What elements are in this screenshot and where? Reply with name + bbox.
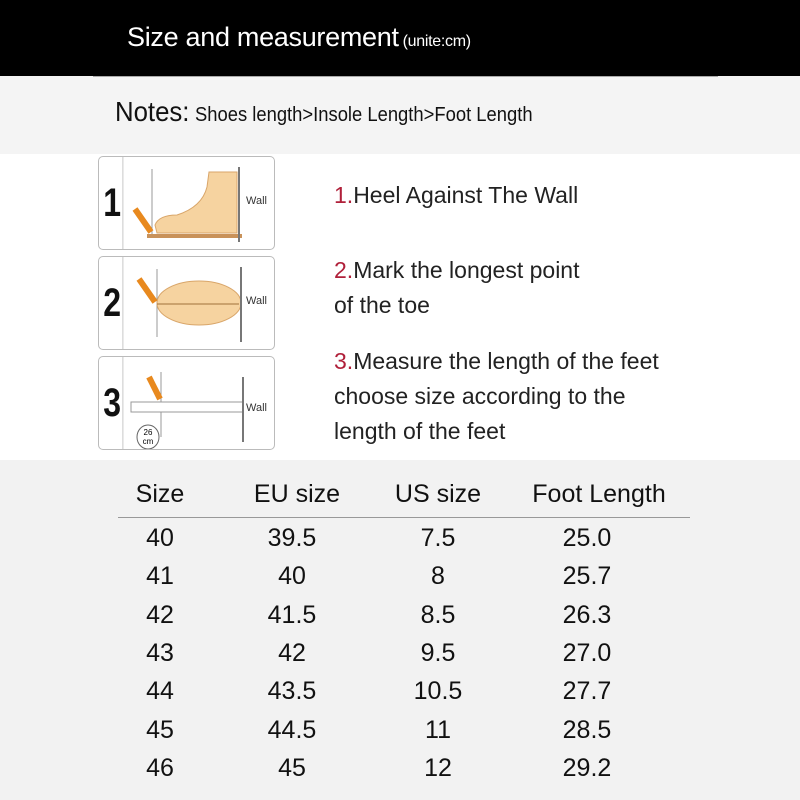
table-cell: 27.7 — [562, 677, 612, 706]
table-cell: 45 — [146, 715, 174, 744]
table-cell: 7.5 — [420, 524, 456, 552]
table-cell: 39.5 — [267, 524, 317, 552]
table-cell: 8.5 — [420, 600, 456, 629]
table-cell: 8 — [431, 562, 445, 591]
step-text-line: of the toe — [334, 292, 430, 318]
ruler-measure-label: 26 — [144, 428, 153, 437]
table-cell: 25.7 — [562, 562, 612, 591]
table-cell: 43 — [146, 638, 174, 667]
unit-label: (unite:cm) — [402, 33, 471, 50]
wall-label: Wall — [246, 402, 267, 414]
column-header: Size — [135, 480, 185, 508]
table-cell: 42 — [278, 638, 306, 667]
table-cell: 40 — [278, 562, 306, 591]
step-2-illustration: 2 Wall — [98, 256, 275, 350]
step-3-illustration: 3 26 cm Wall — [98, 356, 275, 450]
svg-text:cm: cm — [143, 437, 154, 446]
step-number: 3 — [102, 357, 124, 449]
table-cell: 12 — [424, 753, 452, 782]
table-cell: 28.5 — [562, 715, 612, 744]
step-1-illustration: 1 Wall — [98, 156, 275, 250]
step-number: 2 — [102, 257, 124, 349]
divider — [93, 76, 718, 77]
table-cell: 10.5 — [413, 677, 463, 706]
measurement-steps: 1 Wall 2 Wall 3 26 cm — [0, 154, 800, 460]
table-cell: 43.5 — [267, 677, 317, 706]
wall-label: Wall — [246, 195, 267, 207]
table-cell: 42 — [146, 600, 174, 629]
table-cell: 9.5 — [420, 638, 456, 667]
table-cell: 40 — [146, 524, 174, 552]
step-2-text: 2.Mark the longest point of the toe — [334, 253, 579, 323]
table-cell: 46 — [146, 753, 174, 782]
table-cell: 27.0 — [562, 638, 612, 667]
notes-label: Notes: — [115, 96, 190, 127]
table-cell: 25.0 — [562, 524, 612, 552]
table-cell: 45 — [278, 753, 306, 782]
notes-band — [0, 76, 800, 154]
step-text-line: choose size according to the — [334, 383, 626, 409]
step-3-text: 3.Measure the length of the feet choose s… — [334, 344, 659, 449]
table-cell: 26.3 — [562, 600, 612, 629]
header-banner: Size and measurement (unite:cm) — [0, 0, 800, 76]
table-cell: 44 — [146, 677, 174, 706]
page-title: Size and measurement (unite:cm) — [127, 22, 471, 53]
title-text: Size and measurement — [127, 22, 399, 52]
column-header: EU size — [253, 480, 341, 508]
step-number: 1 — [102, 157, 124, 249]
table-cell: 41.5 — [267, 600, 317, 629]
column-header: Foot Length — [532, 480, 666, 508]
notes: Notes: Shoes length>Insole Length>Foot Le… — [115, 96, 533, 128]
table-cell: 11 — [425, 715, 451, 744]
step-1-text: 1.Heel Against The Wall — [334, 182, 579, 208]
wall-label: Wall — [246, 295, 267, 307]
column-header: US size — [394, 480, 482, 508]
header-divider — [118, 517, 690, 518]
foot-top-icon — [136, 267, 242, 342]
notes-text: Shoes length>Insole Length>Foot Length — [194, 104, 533, 126]
table-cell: 44.5 — [267, 715, 317, 744]
foot-side-icon — [132, 167, 242, 242]
step-text-line: Heel Against The Wall — [353, 182, 579, 208]
table-cell: 29.2 — [562, 753, 612, 782]
ruler-icon: 26 cm — [130, 372, 244, 449]
step-text-line: length of the feet — [334, 418, 506, 444]
table-cell: 41 — [146, 562, 174, 591]
